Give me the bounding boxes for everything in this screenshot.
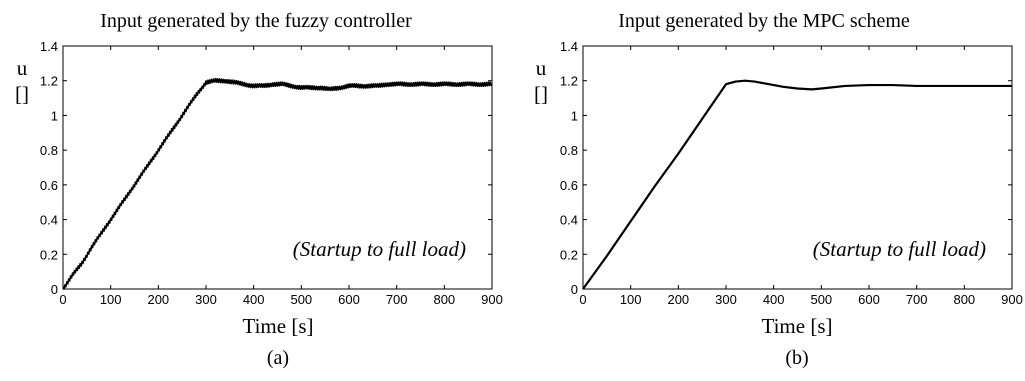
- chart-b-xtick-label: 700: [906, 292, 928, 307]
- chart-b-ytick-label: 0.8: [560, 143, 578, 158]
- chart-b-title: Input generated by the MPC scheme: [618, 10, 910, 32]
- chart-a-xtick-label: 100: [100, 292, 122, 307]
- chart-a-xtick-label: 600: [338, 292, 360, 307]
- chart-b-xtick-label: 900: [1001, 292, 1023, 307]
- chart-b-ytick-label: 0.4: [560, 213, 578, 228]
- chart-b-y-axis: 0 0.2 0.4 0.6 0.8 1 1.2 1.4: [560, 39, 1012, 297]
- chart-b-ytick-label: 0: [571, 282, 578, 297]
- chart-b-series-line: [582, 79, 1012, 290]
- chart-a-ytick-label: 0.8: [40, 143, 58, 158]
- chart-a-ytick-label: 1.2: [40, 74, 58, 89]
- chart-a-xtick-label: 500: [290, 292, 312, 307]
- chart-b-caption: (b): [785, 347, 808, 369]
- chart-a-xtick-label: 400: [243, 292, 265, 307]
- chart-a-title: Input generated by the fuzzy controller: [100, 10, 412, 32]
- chart-a-ylabel-unit: []: [15, 82, 29, 106]
- chart-b-xtick-label: 500: [810, 292, 832, 307]
- chart-b-xtick-label: 800: [953, 292, 975, 307]
- chart-b-xtick-label: 100: [620, 292, 642, 307]
- chart-a-annotation: (Startup to full load): [293, 237, 466, 261]
- chart-a-ytick-label: 0.4: [40, 213, 58, 228]
- chart-a-xtick-label: 700: [386, 292, 408, 307]
- chart-a-series-line: [62, 77, 493, 290]
- chart-b-series: [582, 79, 1012, 290]
- chart-b-ylabel-symbol: u: [536, 56, 547, 80]
- chart-a-xtick-label: 200: [147, 292, 169, 307]
- chart-a-ylabel-symbol: u: [17, 56, 28, 80]
- chart-b-ytick-label: 1.2: [560, 74, 578, 89]
- chart-a-caption: (a): [267, 347, 289, 369]
- chart-b-xtick-label: 0: [579, 292, 586, 307]
- chart-a-ytick-label: 1: [51, 108, 58, 123]
- chart-b-ytick-label: 1.4: [560, 39, 578, 54]
- chart-b-xtick-label: 300: [715, 292, 737, 307]
- chart-b-xtick-label: 400: [763, 292, 785, 307]
- chart-a-xlabel: Time [s]: [243, 314, 314, 338]
- chart-b-xlabel: Time [s]: [762, 314, 833, 338]
- chart-a-series: [62, 77, 493, 290]
- chart-a-xtick-label: 900: [481, 292, 503, 307]
- chart-a-xtick-label: 800: [433, 292, 455, 307]
- chart-a-ytick-label: 0.6: [40, 178, 58, 193]
- chart-b-x-axis: 0 100 200 300 400 500 600 700 800 900: [579, 46, 1023, 307]
- chart-a-y-axis: 0 0.2 0.4 0.6 0.8 1 1.2 1.4: [40, 39, 492, 297]
- chart-b-ytick-label: 0.6: [560, 178, 578, 193]
- chart-b-ytick-label: 0.2: [560, 247, 578, 262]
- chart-b-plot-area: [582, 45, 1013, 290]
- chart-a-xtick-label: 300: [195, 292, 217, 307]
- chart-a-x-axis: 0 100 200 300 400 500 600 700 800 900: [59, 46, 503, 307]
- panel-b: Input generated by the MPC scheme u [] 0…: [534, 10, 1023, 369]
- panel-a: Input generated by the fuzzy controller …: [15, 10, 503, 369]
- chart-b-xtick-label: 600: [858, 292, 880, 307]
- chart-a-xtick-label: 0: [59, 292, 66, 307]
- chart-a-ytick-label: 0.2: [40, 247, 58, 262]
- chart-a-plot-area: [62, 45, 493, 290]
- chart-b-ylabel-unit: []: [534, 82, 548, 106]
- chart-a-ytick-label: 1.4: [40, 39, 58, 54]
- chart-b-annotation: (Startup to full load): [813, 237, 986, 261]
- chart-a-ytick-label: 0: [51, 282, 58, 297]
- chart-b-ytick-label: 1: [571, 108, 578, 123]
- chart-b-xtick-label: 200: [667, 292, 689, 307]
